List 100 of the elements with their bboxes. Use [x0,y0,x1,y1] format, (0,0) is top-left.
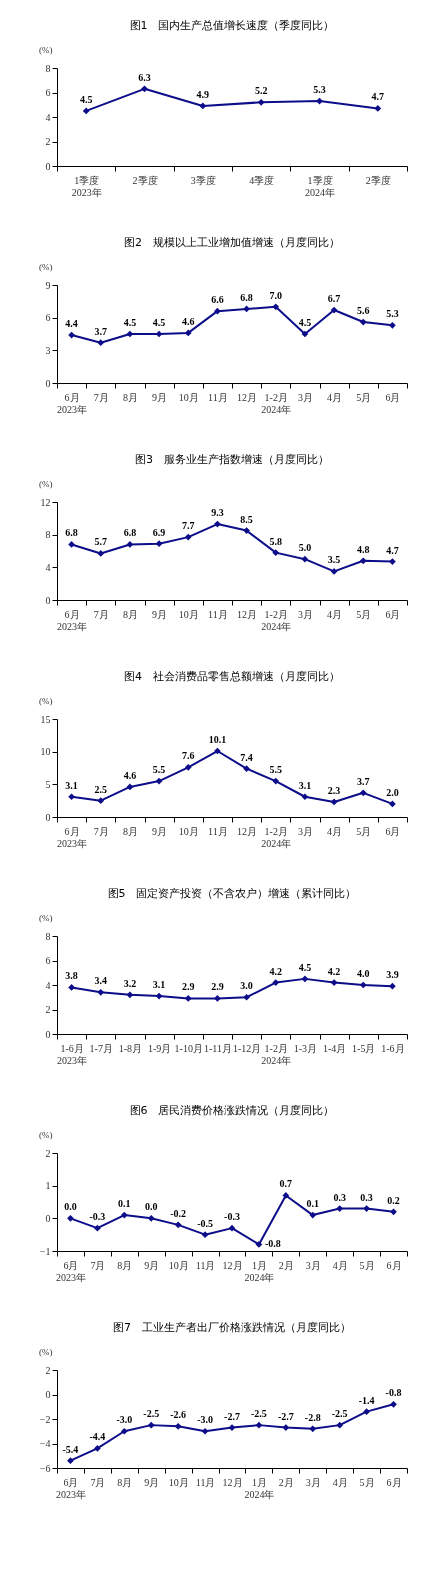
x-tick-label: 9月 [152,608,168,620]
data-label: 10.1 [208,734,227,746]
data-label: -2.6 [170,1409,187,1421]
data-label: 5.0 [298,542,312,554]
y-axis-title: (%) [39,261,53,272]
data-label: 2.5 [94,783,107,795]
y-tick-label: 10 [40,746,51,758]
x-tick-label: 1月 2024年 [244,1259,275,1283]
data-label: 7.4 [240,751,253,763]
x-tick-label: 6月 2023年 [57,825,88,849]
point [184,329,192,337]
x-tick-label: 6月 [385,391,401,403]
x-tick-label: 5月 [356,391,372,403]
x-tick-label: 1-2月 2024年 [261,1042,292,1066]
x-tick-label: 6月 2023年 [57,391,88,415]
y-tick-label: 0 [45,1389,51,1400]
x-tick-label: 11月 [208,391,228,403]
x-tick-label: 4月 [332,1259,348,1271]
y-tick-label: 2 [45,1364,51,1376]
data-label: 5.2 [254,85,268,97]
x-tick-label: 12月 [222,1476,243,1488]
point [97,797,105,805]
x-tick-label: 8月 [122,825,138,837]
x-tick-label: 1-6月 [381,1042,405,1054]
y-tick-label: 4 [45,561,51,573]
x-tick-label: 11月 [195,1259,216,1271]
x-tick-label: 6月 [386,1476,402,1488]
point [68,541,75,548]
data-label: -2.7 [224,1410,240,1422]
data-label: 3.0 [240,980,253,992]
point [228,1224,236,1232]
data-label: 2.3 [327,784,341,796]
x-tick-label: 3月 [305,1476,321,1488]
data-label: 2.9 [211,981,224,993]
x-tick-label: 10月 [168,1476,189,1488]
x-tick-label: 3月 [297,391,313,403]
x-tick-label: 2月 [278,1476,294,1488]
data-label: 4.2 [269,965,282,977]
x-tick-label: 1-3月 [293,1042,318,1054]
data-label: 6.6 [211,294,224,306]
point [282,1192,290,1199]
data-label: -5.4 [62,1443,79,1455]
data-label: 0.0 [64,1201,77,1213]
point [309,1425,317,1433]
x-tick-label: 12月 [237,825,258,837]
y-tick-label: 4 [45,979,51,991]
data-label: -4.4 [89,1431,106,1443]
point [97,989,105,996]
data-label: 3.9 [386,969,399,981]
point [272,777,280,785]
x-tick-label: 9月 [152,825,168,837]
point [97,339,105,347]
y-tick-label: 2 [45,1147,51,1159]
x-tick-label: 1-11月 [203,1042,232,1054]
y-tick-label: 0 [45,377,51,389]
x-tick-label: 4月 [332,1476,348,1488]
point [126,783,134,791]
point [147,1421,155,1429]
y-tick-label: 9 [45,279,51,291]
x-tick-label: 3季度 [190,174,216,186]
point [155,330,163,338]
point [330,798,338,806]
x-tick-label: 1月 2024年 [244,1476,275,1500]
point [359,789,367,797]
x-tick-label: 7月 [93,391,109,403]
x-tick-label: 1-2月 2024年 [261,391,292,415]
x-tick-label: 10月 [178,391,199,403]
data-label: 4.5 [298,317,312,328]
data-label: 8.5 [240,513,253,525]
data-label: 0.0 [144,1201,158,1213]
x-tick-label: 12月 [237,608,258,620]
data-label: -2.5 [143,1408,160,1420]
y-tick-label: 8 [45,529,51,541]
data-label: 9.3 [211,507,224,519]
point [359,557,367,565]
y-axis-title: (%) [39,695,53,706]
point [243,527,250,534]
data-label: 4.5 [152,317,166,328]
data-label: 5.5 [269,764,282,776]
point [97,550,105,557]
data-label: 5.3 [386,308,399,320]
data-label: 7.7 [182,520,195,532]
data-label: 5.3 [313,84,326,96]
point [126,991,134,999]
data-label: 6.8 [65,527,78,539]
data-label: 0.7 [279,1178,293,1190]
data-label: 0.3 [360,1191,373,1203]
x-tick-label: 6月 2023年 [57,608,88,632]
data-label: 4.2 [327,965,341,977]
point [243,765,250,773]
point [155,777,163,785]
chart-title: 图3 服务业生产指数增速（月度同比） [135,453,329,466]
data-label: 5.5 [152,764,166,776]
point [301,793,309,801]
data-label: -1.4 [358,1394,375,1406]
x-tick-label: 6月 [385,608,401,620]
point [257,98,265,106]
chart-title: 图5 固定资产投资（不含农户）增速（累计同比） [107,887,357,900]
data-label: 3.7 [357,775,370,787]
x-tick-label: 10月 [178,608,199,620]
